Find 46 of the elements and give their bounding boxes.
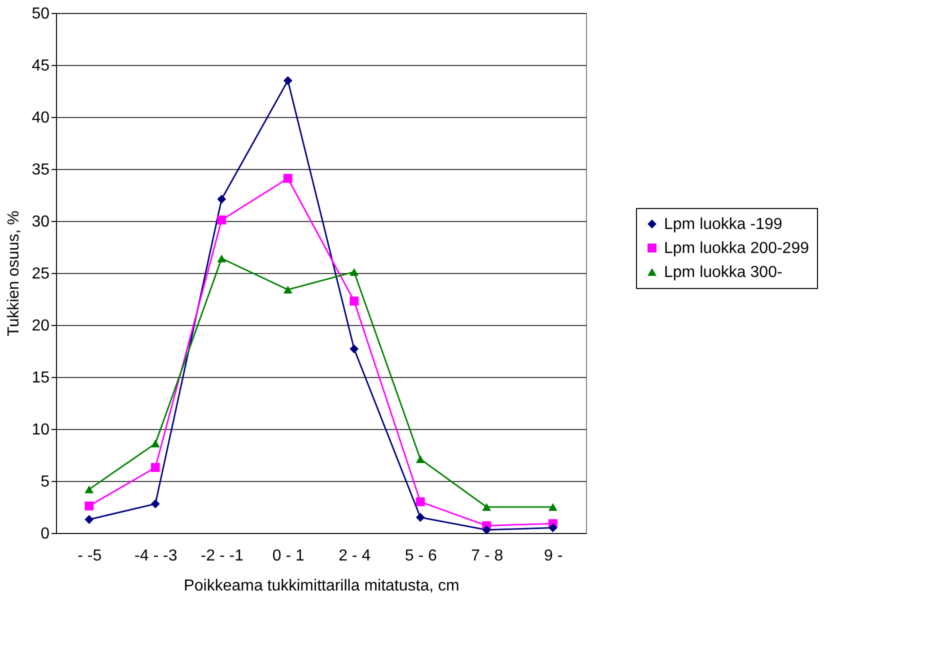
y-tick-label: 40	[32, 110, 50, 126]
point	[150, 463, 160, 472]
point	[350, 344, 359, 354]
point	[482, 525, 492, 534]
legend-label: Lpm luokka 300-	[664, 264, 782, 281]
point	[150, 499, 160, 508]
point	[283, 174, 292, 183]
y-tick-label: 50	[32, 6, 50, 22]
point	[84, 515, 94, 524]
x-tick-label: 5 - 6	[404, 548, 437, 564]
y-tick-label: 45	[32, 58, 50, 74]
y-tick-label: 25	[32, 266, 50, 282]
point	[217, 215, 226, 224]
x-tick-label: 2 - 4	[338, 548, 371, 564]
legend-label: Lpm luokka 200-299	[664, 240, 810, 257]
y-tick-label: 10	[32, 422, 50, 438]
point	[84, 485, 94, 494]
point	[416, 512, 425, 522]
y-tick-label: 20	[32, 318, 50, 334]
x-tick-label: -2 - -1	[200, 548, 244, 564]
y-tick-label: 15	[32, 370, 50, 386]
y-tick-label: 0	[40, 526, 50, 542]
point	[548, 523, 558, 532]
point	[416, 455, 425, 464]
point	[350, 296, 359, 306]
point	[416, 497, 425, 506]
point	[482, 503, 492, 511]
point	[84, 501, 94, 510]
y-tick-label: 5	[40, 474, 50, 490]
point	[283, 286, 292, 294]
x-axis-title: Poikkeama tukkimittarilla mitatusta, cm	[184, 578, 460, 594]
point	[548, 503, 558, 511]
x-tick-label: 0 - 1	[272, 548, 304, 564]
x-tick-label: 7 - 8	[471, 548, 504, 564]
x-tick-label: -4 - -3	[134, 548, 178, 564]
point	[217, 194, 226, 204]
point	[150, 440, 160, 448]
y-tick-label: 30	[32, 214, 50, 230]
x-tick-label: - -5	[78, 548, 102, 564]
x-tick-label: 9 -	[544, 548, 563, 564]
legend-label: Lpm luokka -199	[664, 216, 782, 233]
y-tick-label: 35	[32, 162, 50, 178]
y-axis-title: Tukkien osuus, %	[6, 210, 23, 336]
point	[350, 268, 359, 276]
point	[217, 254, 226, 262]
point	[283, 76, 292, 86]
